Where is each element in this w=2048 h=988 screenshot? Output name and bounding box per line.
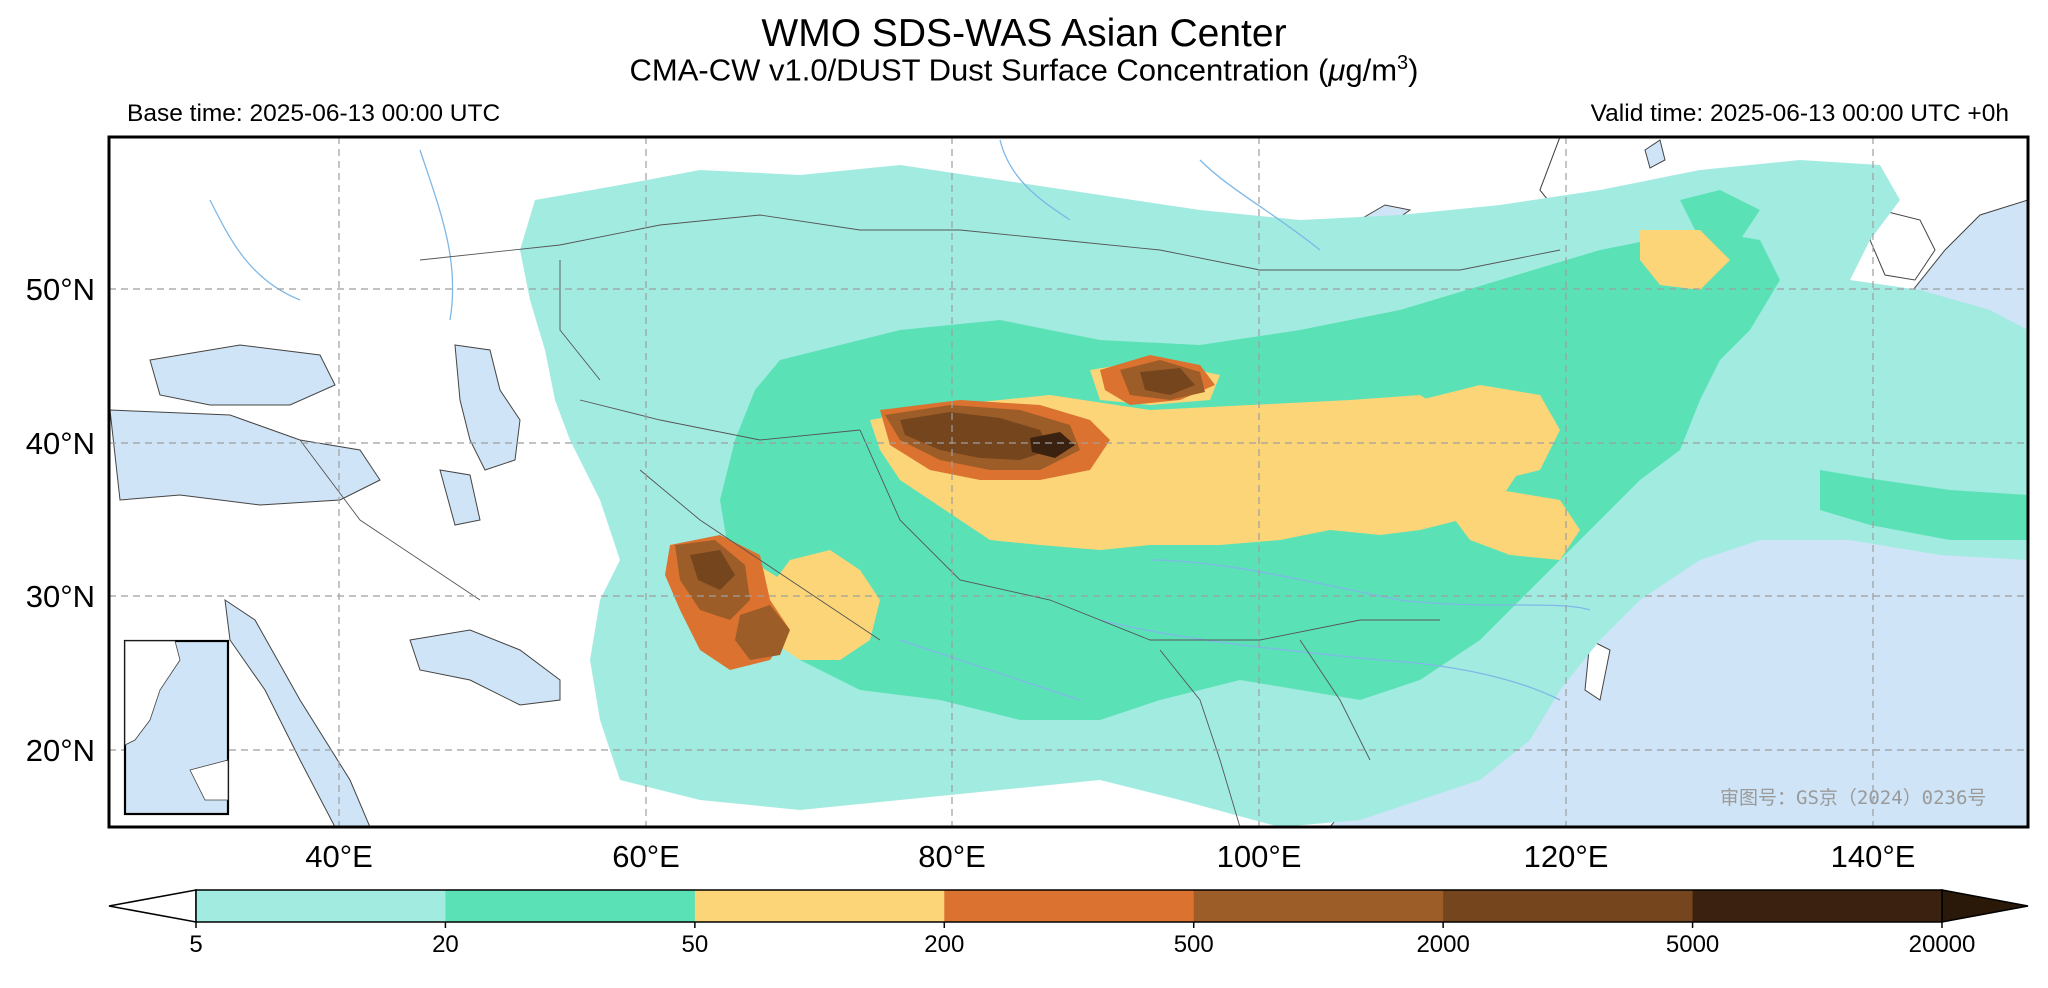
colorbar-tick-label: 5 bbox=[189, 931, 202, 958]
colorbar: 5 20 50 200 500 2000 5000 20000 bbox=[108, 889, 2029, 958]
colorbar-frame bbox=[195, 889, 1943, 923]
longitude-labels: 40°E 60°E 80°E 100°E 120°E 140°E bbox=[305, 839, 1915, 874]
subtitle-close: ) bbox=[1408, 52, 1419, 88]
dust-band-2000 bbox=[900, 412, 1050, 460]
map-title: WMO SDS-WAS Asian Center bbox=[761, 12, 1287, 55]
lon-label: 80°E bbox=[918, 839, 986, 874]
map-area: 审图号：GS京（2024）0236号 bbox=[109, 137, 2028, 827]
dust-band-5000 bbox=[1030, 432, 1075, 458]
subtitle-mu: μ bbox=[1328, 52, 1346, 88]
lat-label: 20°N bbox=[26, 733, 95, 768]
colorbar-tick-label: 20 bbox=[432, 931, 459, 958]
colorbar-segment bbox=[1692, 890, 1943, 922]
south-china-sea-inset bbox=[123, 639, 230, 816]
map-subtitle: CMA-CW v1.0/DUST Dust Surface Concentrat… bbox=[0, 52, 2048, 88]
map-frame bbox=[107, 135, 2030, 829]
colorbar-segment bbox=[694, 890, 945, 922]
lat-label: 50°N bbox=[26, 272, 95, 307]
colorbar-tick-label: 200 bbox=[924, 931, 964, 958]
colorbar-over-arrow bbox=[1941, 889, 2029, 923]
lon-label: 120°E bbox=[1524, 839, 1609, 874]
lat-label: 40°N bbox=[26, 426, 95, 461]
colorbar-segment bbox=[1443, 890, 1694, 922]
colorbar-segment bbox=[1193, 890, 1444, 922]
valid-time-label: Valid time: 2025-06-13 00:00 UTC +0h bbox=[1590, 100, 2009, 127]
dust-field bbox=[520, 160, 2028, 827]
subtitle-exponent: 3 bbox=[1397, 52, 1409, 74]
lon-label: 40°E bbox=[305, 839, 373, 874]
colorbar-tick-label: 50 bbox=[682, 931, 709, 958]
colorbar-tick-label: 20000 bbox=[1909, 931, 1976, 958]
colorbar-segment bbox=[445, 890, 696, 922]
colorbar-under-arrow bbox=[108, 889, 197, 923]
lon-label: 140°E bbox=[1831, 839, 1916, 874]
colorbar-tick-label: 500 bbox=[1174, 931, 1214, 958]
map-approval-watermark: 审图号：GS京（2024）0236号 bbox=[1720, 787, 1986, 809]
rivers bbox=[209, 139, 1591, 701]
colorbar-tick-label: 2000 bbox=[1416, 931, 1469, 958]
graticule bbox=[109, 137, 2028, 827]
lon-label: 60°E bbox=[612, 839, 680, 874]
lon-label: 100°E bbox=[1217, 839, 1302, 874]
borders bbox=[299, 214, 1561, 827]
colorbar-segment bbox=[196, 890, 446, 922]
colorbar-tick-label: 5000 bbox=[1666, 931, 1719, 958]
base-time-label: Base time: 2025-06-13 00:00 UTC bbox=[127, 100, 501, 127]
colorbar-segment bbox=[944, 890, 1195, 922]
latitude-labels: 50°N 40°N 30°N 20°N bbox=[26, 272, 95, 768]
subtitle-text: CMA-CW v1.0/DUST Dust Surface Concentrat… bbox=[629, 52, 1329, 88]
inland-water bbox=[109, 139, 1666, 827]
subtitle-unit: g/m bbox=[1345, 52, 1398, 88]
lat-label: 30°N bbox=[26, 579, 95, 614]
